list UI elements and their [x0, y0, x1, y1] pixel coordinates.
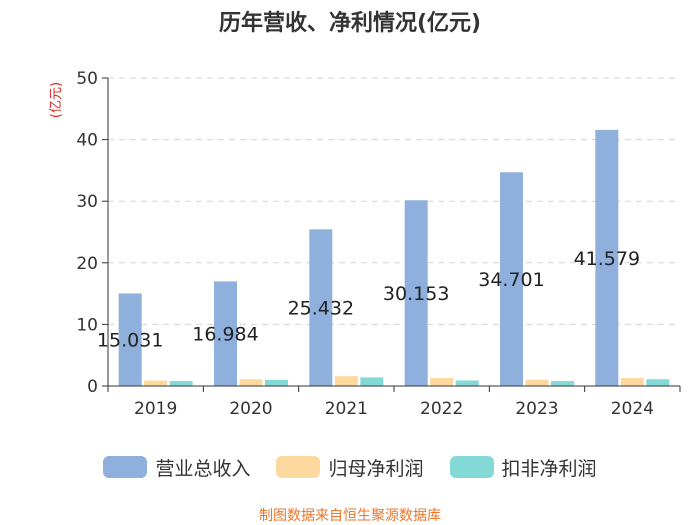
- bar-net-profit-2019[interactable]: [144, 380, 168, 386]
- y-tick-label-40: 40: [76, 131, 98, 151]
- legend-item-deducted-profit[interactable]: 扣非净利润: [449, 454, 597, 481]
- legend-label-deducted-profit: 扣非净利润: [501, 457, 597, 480]
- legend-item-revenue[interactable]: 营业总收入: [103, 454, 250, 481]
- y-tick-label-10: 10: [76, 315, 98, 335]
- x-tick-label-2020: 2020: [229, 399, 272, 419]
- data-label-revenue-2022: 30.153: [383, 283, 449, 305]
- bar-net-profit-2024[interactable]: [620, 377, 644, 386]
- legend-swatch-revenue: [103, 456, 148, 478]
- bar-revenue-2023[interactable]: [500, 172, 523, 386]
- legend-label-net-profit: 归母净利润: [328, 457, 424, 480]
- x-tick-label-2019: 2019: [134, 399, 177, 419]
- bar-revenue-2021[interactable]: [309, 229, 333, 386]
- y-tick-label-0: 0: [87, 377, 98, 397]
- x-tick-label-2021: 2021: [325, 399, 368, 419]
- x-tick-label-2024: 2024: [611, 399, 654, 419]
- legend: 营业总收入 归母净利润 扣非净利润: [0, 452, 700, 482]
- y-tick-label-20: 20: [76, 254, 98, 274]
- bar-deducted-profit-2019[interactable]: [169, 381, 193, 386]
- bar-net-profit-2023[interactable]: [525, 379, 549, 386]
- bar-deducted-profit-2022[interactable]: [455, 380, 479, 386]
- data-label-revenue-2019: 15.031: [97, 330, 163, 352]
- bar-net-profit-2021[interactable]: [334, 376, 358, 386]
- x-tick-label-2022: 2022: [420, 399, 463, 419]
- y-tick-label-50: 50: [76, 69, 98, 89]
- bar-revenue-2019[interactable]: [118, 293, 142, 386]
- data-label-revenue-2020: 16.984: [192, 324, 258, 346]
- chart-title: 历年营收、净利情况(亿元): [219, 10, 481, 36]
- bar-revenue-2020[interactable]: [214, 281, 237, 386]
- bar-net-profit-2022[interactable]: [430, 377, 454, 386]
- bar-revenue-2024[interactable]: [595, 129, 619, 387]
- y-axis-label: (亿元): [49, 82, 64, 118]
- bar-deducted-profit-2024[interactable]: [646, 379, 670, 386]
- y-tick-label-30: 30: [76, 192, 98, 212]
- bar-deducted-profit-2021[interactable]: [360, 377, 384, 386]
- data-source-note: 制图数据来自恒生聚源数据库: [259, 508, 441, 524]
- legend-swatch-net-profit: [276, 456, 321, 478]
- bar-deducted-profit-2020[interactable]: [265, 379, 288, 386]
- bar-net-profit-2020[interactable]: [239, 379, 263, 386]
- x-tick-label-2023: 2023: [515, 399, 558, 419]
- data-label-revenue-2021: 25.432: [288, 298, 354, 320]
- data-label-revenue-2024: 41.579: [574, 248, 640, 270]
- bar-revenue-2022[interactable]: [404, 200, 428, 386]
- bar-deducted-profit-2023[interactable]: [551, 381, 574, 386]
- legend-swatch-deducted-profit: [449, 456, 494, 478]
- data-label-revenue-2023: 34.701: [478, 269, 544, 291]
- legend-item-net-profit[interactable]: 归母净利润: [276, 454, 424, 481]
- legend-label-revenue: 营业总收入: [155, 457, 251, 480]
